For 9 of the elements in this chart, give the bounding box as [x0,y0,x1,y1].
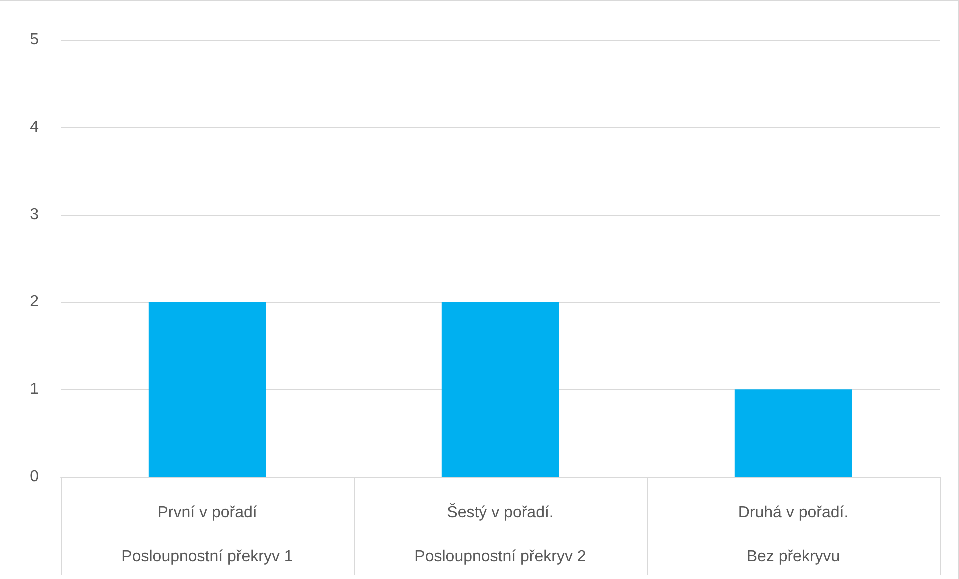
category-label: Druhá v pořadí. Bez překryvu [738,504,849,566]
y-tick-label: 2 [30,294,40,311]
category-label: Šestý v pořadí. Posloupnostní překryv 2 [414,504,586,566]
category-label: První v pořadí Posloupnostní překryv 1 [122,504,294,566]
y-tick-label: 0 [30,468,40,486]
y-tick-label: 1 [30,381,40,398]
y-tick-label: 5 [30,32,40,48]
y-tick-label: 4 [30,118,40,136]
y-tick-label: 3 [30,206,40,224]
